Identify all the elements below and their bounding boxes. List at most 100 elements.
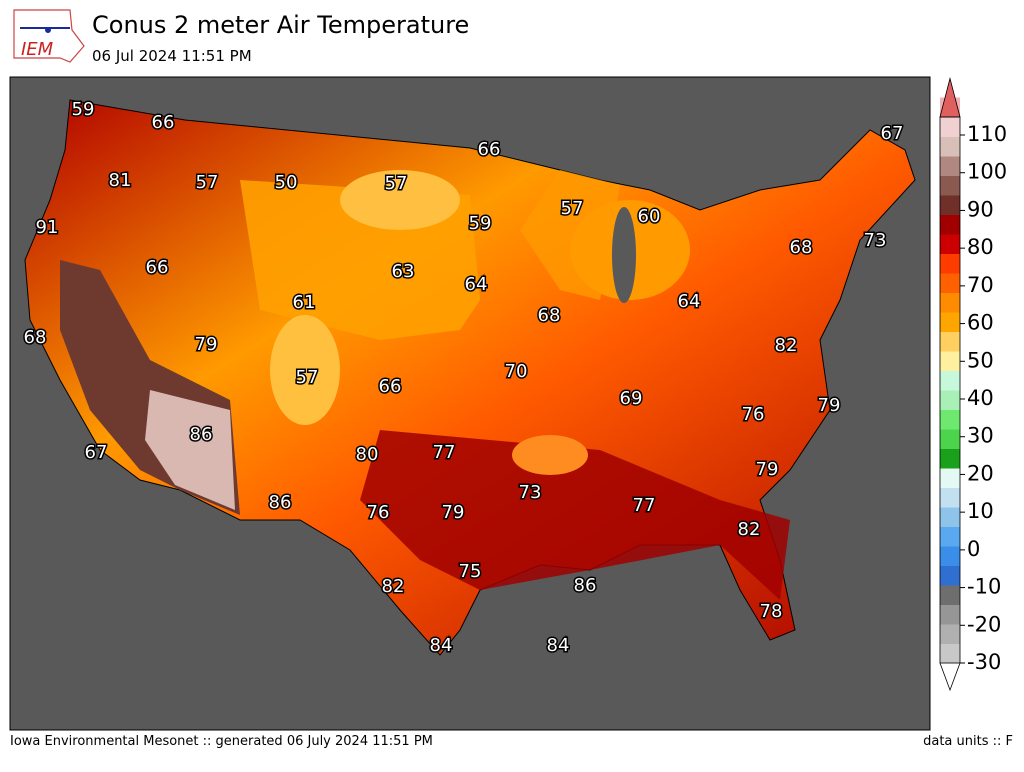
colorbar-segment xyxy=(940,331,960,352)
colorbar-segment xyxy=(940,136,960,157)
temperature-label: 79 xyxy=(818,395,841,416)
colorbar-segment xyxy=(940,604,960,625)
title: Conus 2 meter Air Temperature xyxy=(92,11,469,39)
temperature-label: 81 xyxy=(109,170,132,191)
temperature-label: 73 xyxy=(519,482,542,503)
temperature-label: 68 xyxy=(538,305,561,326)
colorbar-tick-label: 0 xyxy=(967,537,980,561)
temperature-label: 66 xyxy=(146,257,169,278)
temperature-label: 67 xyxy=(85,442,108,463)
temperature-label: 77 xyxy=(633,495,656,516)
colorbar-segment xyxy=(940,234,960,254)
temperature-label: 86 xyxy=(269,492,292,513)
subtitle: 06 Jul 2024 11:51 PM xyxy=(92,47,252,65)
temperature-label: 76 xyxy=(367,502,390,523)
temperature-label: 57 xyxy=(196,172,219,193)
colorbar-tick-label: 60 xyxy=(967,311,994,335)
temperature-label: 60 xyxy=(638,206,661,227)
temperature-label: 78 xyxy=(760,601,783,622)
footer-right: data units :: F xyxy=(923,734,1013,749)
colorbar-segment xyxy=(940,312,960,332)
temperature-label: 82 xyxy=(382,576,405,597)
temperature-label: 57 xyxy=(385,173,408,194)
temperature-label: 73 xyxy=(864,230,887,251)
colorbar-tick-label: 90 xyxy=(967,197,994,221)
colorbar-segment xyxy=(940,370,960,391)
temperature-label: 64 xyxy=(678,291,701,312)
colorbar-arrow xyxy=(939,662,961,692)
colorbar-tick-label: 30 xyxy=(967,424,994,448)
colorbar-tick-label: 80 xyxy=(967,235,994,259)
temperature-label: 86 xyxy=(190,424,213,445)
logo: IEM xyxy=(13,9,85,63)
colorbar-segment xyxy=(940,643,960,664)
station-labels: 59 66 81 57 50 57 66 91 66 63 59 57 60 67 68 73 64 68 64 68… xyxy=(22,98,905,658)
colorbar-segment xyxy=(940,526,960,547)
temperature-label: 82 xyxy=(738,519,761,540)
colorbar-segment xyxy=(940,351,960,371)
temperature-label: 64 xyxy=(465,274,488,295)
colorbar-tick-label: 100 xyxy=(967,160,1007,184)
temperature-label: 59 xyxy=(72,99,95,120)
colorbar-frame xyxy=(939,116,961,664)
colorbar-segment xyxy=(940,175,960,196)
temperature-label: 77 xyxy=(433,442,456,463)
colorbar-segment xyxy=(940,507,960,527)
colorbar-segment xyxy=(940,448,960,469)
temperature-label: 66 xyxy=(478,139,501,160)
colorbar-segment xyxy=(940,292,960,313)
temperature-label: 75 xyxy=(459,561,482,582)
colorbar-segment xyxy=(940,195,960,215)
temperature-label: 86 xyxy=(574,575,597,596)
temperature-label: 84 xyxy=(430,635,453,656)
colorbar-tick-label: 40 xyxy=(967,386,994,410)
temperature-label: 61 xyxy=(293,292,316,313)
colorbar-segment xyxy=(940,156,960,176)
colorbar-tick-label: 10 xyxy=(967,499,994,523)
colorbar-segment xyxy=(940,624,960,644)
temperature-label: 82 xyxy=(775,335,798,356)
temperature-label: 91 xyxy=(36,217,59,238)
footer-left: Iowa Environmental Mesonet :: generated … xyxy=(10,734,433,749)
colorbar-segment xyxy=(940,565,960,586)
temperature-label: 79 xyxy=(756,459,779,480)
temperature-label: 69 xyxy=(620,388,643,409)
temperature-label: 68 xyxy=(790,237,813,258)
colorbar-segment xyxy=(940,429,960,449)
colorbar-tick-label: 50 xyxy=(967,348,994,372)
temperature-label: 84 xyxy=(547,635,570,656)
temperature-label: 50 xyxy=(275,172,298,193)
temperature-label: 76 xyxy=(742,404,765,425)
temperature-label: 66 xyxy=(152,112,175,133)
colorbar-tick-label: 110 xyxy=(967,122,1007,146)
colorbar-segment xyxy=(940,409,960,430)
colorbar: -30 -20 -10 0 10 20 30 40 50 60 70 80 90 100 110 xyxy=(939,76,1007,692)
temperature-label: 57 xyxy=(296,367,319,388)
temperature-label: 59 xyxy=(469,213,492,234)
colorbar-segment xyxy=(940,585,960,605)
colorbar-segment xyxy=(940,546,960,566)
temperature-label: 79 xyxy=(442,502,465,523)
colorbar-segment xyxy=(940,214,960,235)
temperature-label: 67 xyxy=(881,123,904,144)
temperature-label: 66 xyxy=(379,376,402,397)
logo-text: IEM xyxy=(21,39,54,60)
temperature-label: 57 xyxy=(561,198,584,219)
colorbar-segment xyxy=(940,273,960,293)
colorbar-tick-label: -10 xyxy=(967,575,1001,599)
colorbar-tick-label: -30 xyxy=(967,650,1001,674)
colorbar-tick-label: 20 xyxy=(967,461,994,485)
colorbar-tick-label: -20 xyxy=(967,612,1001,636)
colorbar-segment xyxy=(940,468,960,488)
colorbar-tick-label: 70 xyxy=(967,273,994,297)
temperature-label: 68 xyxy=(24,327,47,348)
colorbar-segment xyxy=(940,117,960,137)
colorbar-segment xyxy=(940,253,960,274)
colorbar-segment xyxy=(940,487,960,508)
temperature-label: 70 xyxy=(505,361,528,382)
temperature-label: 79 xyxy=(195,334,218,355)
map xyxy=(9,76,931,731)
colorbar-segment xyxy=(940,390,960,410)
temperature-label: 80 xyxy=(356,444,379,465)
